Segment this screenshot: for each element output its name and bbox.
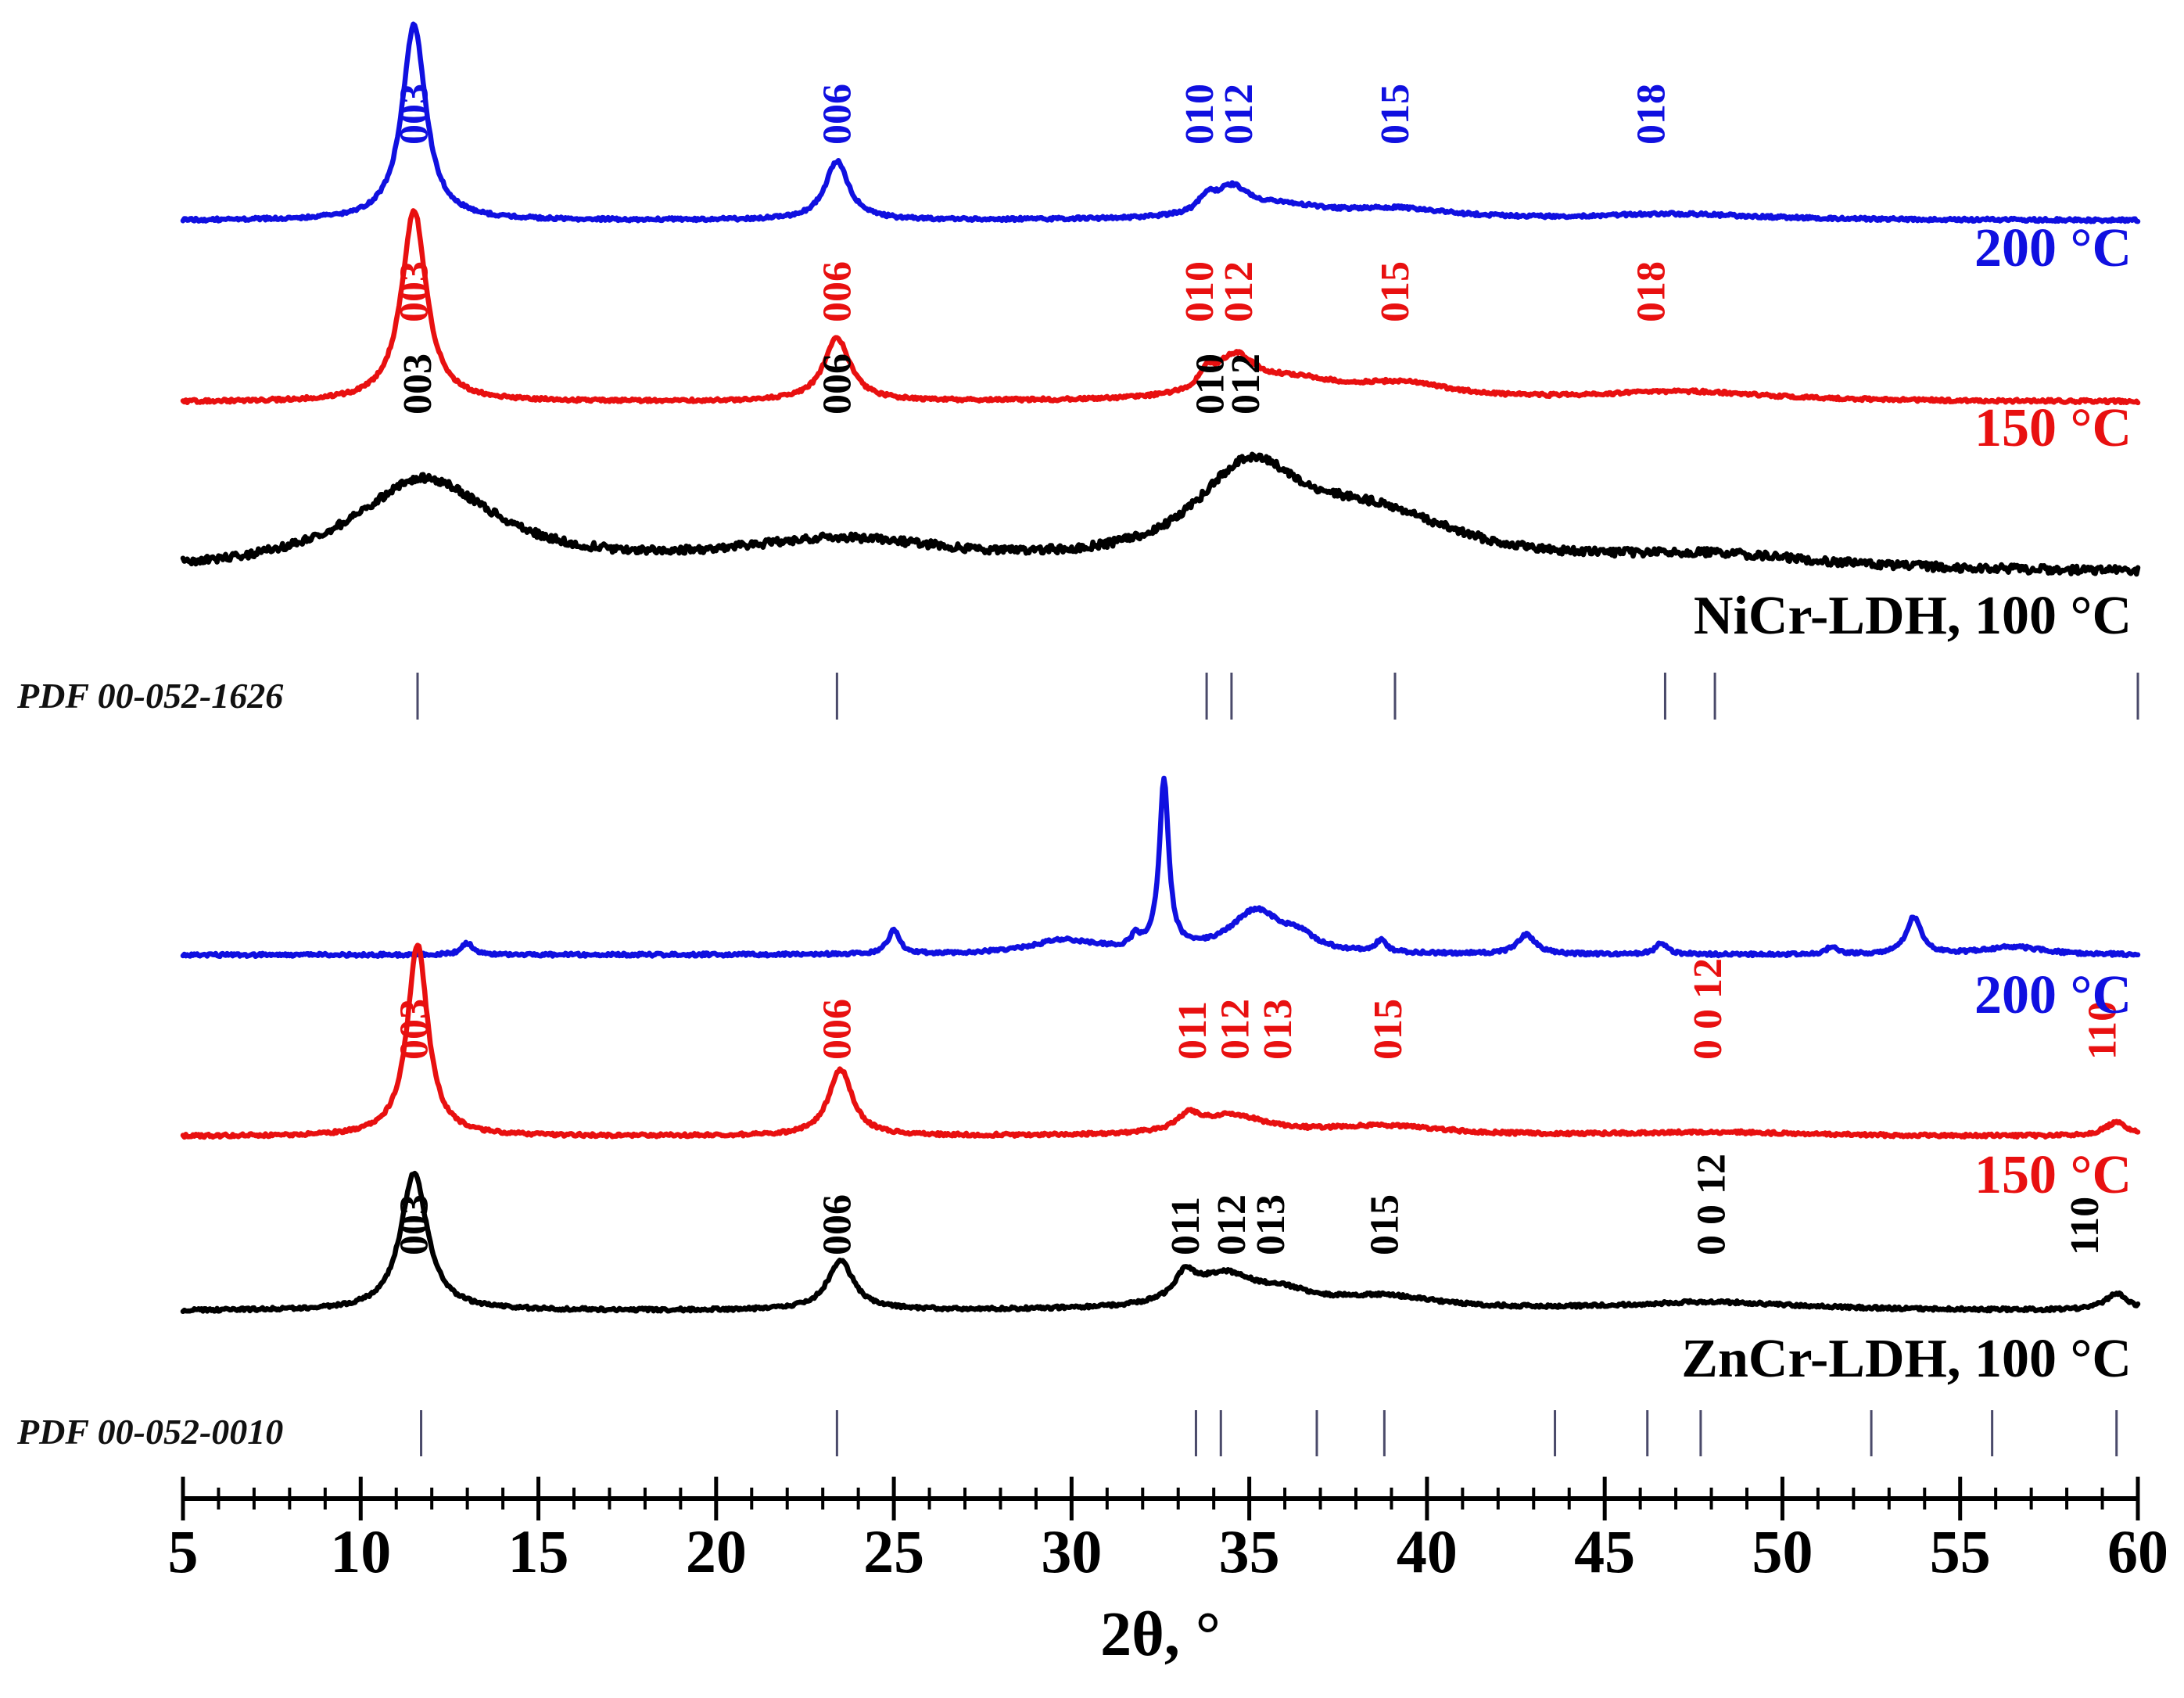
x-tick-label: 40: [1397, 1517, 1458, 1585]
trace-nicr-200-c: [180, 21, 2141, 224]
x-tick-label: 10: [330, 1517, 391, 1585]
hkl-label: 015: [1373, 261, 1418, 322]
sample-label: 150 °C: [1974, 1145, 2132, 1205]
hkl-label: 0 0 12: [1686, 958, 1730, 1060]
hkl-label: 012: [1217, 261, 1261, 322]
x-tick-label: 30: [1041, 1517, 1102, 1585]
hkl-label: 010: [1189, 354, 1233, 415]
hkl-label: 006: [815, 354, 859, 415]
hkl-label: 006: [815, 999, 859, 1060]
sample-label: 150 °C: [1974, 398, 2132, 458]
hkl-label: 006: [815, 1194, 859, 1255]
hkl-label: 003: [393, 1194, 437, 1255]
x-tick-label: 60: [2107, 1517, 2168, 1585]
x-tick-label: 20: [686, 1517, 747, 1585]
sample-label: 200 °C: [1974, 965, 2132, 1025]
x-axis-title: 2θ, °: [1100, 1600, 1221, 1669]
hkl-label: 013: [1256, 999, 1300, 1060]
hkl-label: 010: [1178, 261, 1222, 322]
hkl-label: 011: [1164, 1197, 1208, 1255]
hkl-label: 013: [1249, 1194, 1293, 1255]
hkl-label: 012: [1214, 999, 1258, 1060]
sample-label: 200 °C: [1974, 218, 2132, 278]
hkl-label: 011: [1171, 1001, 1215, 1060]
pdf-reference-label: PDF 00-052-1626: [16, 676, 283, 716]
x-tick-label: 25: [863, 1517, 924, 1585]
x-tick-label: 45: [1574, 1517, 1635, 1585]
hkl-label: 015: [1373, 84, 1418, 145]
hkl-label: 012: [1224, 354, 1268, 415]
pdf-reference-patterns: PDF 00-052-1626 PDF 00-052-0010: [16, 673, 2139, 1456]
trace-zncr-zncr-ldh-100-c: [180, 1170, 2141, 1315]
hkl-label: 003: [393, 261, 437, 322]
x-axis: 2θ, ° 5 10 15 20 25 30 35 40 45 50 55 60: [168, 1477, 2168, 1669]
hkl-label: 110: [2063, 1197, 2107, 1255]
hkl-label: 012: [1217, 84, 1261, 145]
trace-zncr-200-c: [180, 775, 2141, 960]
hkl-label: 015: [1362, 1194, 1407, 1255]
hkl-label: 012: [1210, 1194, 1254, 1255]
hkl-label: 003: [393, 84, 437, 145]
diffraction-traces: [180, 21, 2141, 1315]
sample-labels: 200 °C 150 °C NiCr-LDH, 100 °C 200 °C 150 °C…: [1681, 218, 2132, 1389]
x-tick-label: 50: [1752, 1517, 1813, 1585]
hkl-label: 015: [1366, 999, 1411, 1060]
trace-zncr-150-c: [180, 942, 2141, 1140]
trace-nicr-150-c: [180, 208, 2141, 406]
x-tick-label: 35: [1219, 1517, 1280, 1585]
hkl-label: 110: [2081, 1001, 2125, 1060]
hkl-label: 018: [1629, 84, 1673, 145]
hkl-label: 006: [815, 261, 859, 322]
hkl-label: 0 0 12: [1690, 1154, 1734, 1255]
x-tick-label: 55: [1930, 1517, 1991, 1585]
hkl-label: 006: [815, 84, 859, 145]
trace-nicr-nicr-ldh-100-c: [180, 451, 2141, 577]
hkl-label: 003: [396, 354, 440, 415]
x-tick-label: 5: [168, 1517, 199, 1585]
hkl-label: 010: [1178, 84, 1222, 145]
sample-label: ZnCr-LDH, 100 °C: [1681, 1329, 2132, 1389]
sample-label: NiCr-LDH, 100 °C: [1694, 586, 2132, 646]
x-tick-label: 15: [508, 1517, 569, 1585]
hkl-label: 018: [1629, 261, 1673, 322]
pdf-reference-label: PDF 00-052-0010: [16, 1412, 283, 1452]
hkl-label: 003: [393, 999, 437, 1060]
